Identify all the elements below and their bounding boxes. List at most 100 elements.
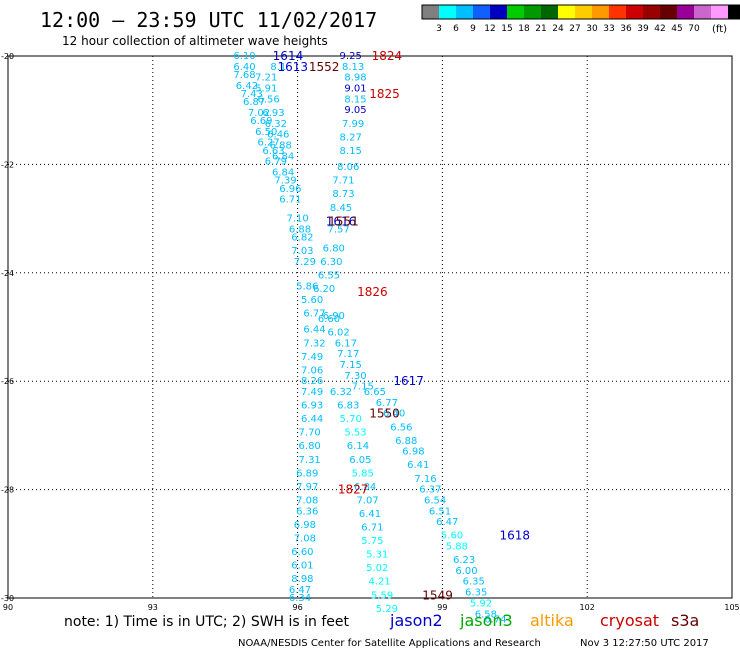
colorbar-tick: 39 — [637, 24, 649, 34]
axis-ticks: 90 93 96 99 102 105 -20 -22 -24 -26 -28 -30 — [1, 52, 740, 612]
color-scale-legend: 3 6 9 12 15 18 21 24 27 30 33 36 39 42 45 70 — [421, 4, 740, 34]
colorbar-tick: 18 — [518, 24, 530, 34]
colorbar-swatch — [677, 5, 694, 19]
wave-height-label: 6.41 — [359, 509, 381, 520]
wave-height-label: 6.55 — [318, 271, 340, 282]
wave-height-label: 7.06 — [301, 365, 323, 376]
x-tick-label: 102 — [580, 603, 595, 612]
wave-height-label: 7.15 — [340, 360, 362, 371]
wave-height-label: 6.80 — [299, 441, 321, 452]
wave-height-label: 7.57 — [327, 224, 349, 235]
colorbar-swatch — [456, 5, 473, 19]
wave-height-label: 8.15 — [344, 94, 366, 105]
pass-time-label: 1550 — [369, 407, 400, 421]
wave-height-label: 6.84 — [272, 168, 294, 179]
wave-height-label: 6.20 — [313, 284, 335, 295]
wave-height-label: 6.56 — [258, 94, 280, 105]
wave-height-label: 6.46 — [267, 130, 289, 141]
wave-height-label: 6.00 — [455, 566, 477, 577]
wave-height-label: 6.56 — [390, 422, 412, 433]
colorbar-swatch — [660, 5, 677, 19]
legend-cryosat: cryosat — [600, 611, 659, 630]
wave-height-label: 8.15 — [340, 146, 362, 157]
wave-height-label: 6.34 — [289, 593, 311, 604]
wave-height-label: 6.35 — [463, 577, 485, 588]
colorbar-swatch — [626, 5, 643, 19]
wave-height-label: 6.47 — [436, 517, 458, 528]
wave-height-label: 6.74 — [484, 615, 506, 626]
pass-time-label: 1827 — [338, 483, 369, 497]
wave-height-label: 7.49 — [301, 352, 323, 363]
wave-height-label: 6.44 — [301, 414, 323, 425]
colorbar-swatch — [643, 5, 660, 19]
wave-height-label: 7.97 — [296, 482, 318, 493]
y-tick-label: -26 — [1, 377, 14, 386]
wave-height-label: 6.58 — [475, 609, 497, 620]
wave-height-label: 5.29 — [376, 604, 398, 615]
wave-height-label: 6.50 — [255, 127, 277, 138]
wave-height-label: 6.32 — [330, 387, 352, 398]
wave-height-label: 4.21 — [369, 577, 391, 588]
wave-height-label: 8.73 — [332, 189, 354, 200]
wave-height-label: 6.84 — [354, 482, 376, 493]
wave-height-label: 7.32 — [303, 338, 325, 349]
wave-height-label: 5.86 — [296, 281, 318, 292]
pass-time-label: 1614 — [273, 49, 304, 63]
chart-subtitle: 12 hour collection of altimeter wave hei… — [62, 34, 328, 48]
wave-height-label: 6.93 — [301, 401, 323, 412]
wave-height-label: 7.29 — [294, 257, 316, 268]
colorbar-swatch — [524, 5, 541, 19]
pass-time-label: 1825 — [369, 87, 400, 101]
colorbar-tick: 24 — [552, 24, 564, 34]
wave-height-label: 8.06 — [337, 162, 359, 173]
wave-height-label: 8.45 — [330, 203, 352, 214]
wave-height-label: 5.91 — [255, 84, 277, 95]
wave-height-label: 7.03 — [291, 246, 313, 257]
x-tick-label: 99 — [437, 603, 447, 612]
wave-height-label: 6.98 — [294, 520, 316, 531]
pass-time-label: 1549 — [422, 588, 453, 602]
wave-height-label: 7.99 — [342, 119, 364, 130]
wave-height-label: 7.21 — [255, 73, 277, 84]
wave-height-label: 6.84 — [272, 151, 294, 162]
x-tick-label: 90 — [3, 603, 13, 612]
wave-height-label: 8.1 — [270, 62, 286, 73]
x-tick-label: 96 — [293, 603, 303, 612]
wave-height-label: 8.13 — [342, 62, 364, 73]
wave-height-label: 9.05 — [344, 105, 366, 116]
footer-note: note: 1) Time is in UTC; 2) SWH is in fe… — [64, 614, 350, 630]
wave-height-label: 6.41 — [407, 460, 429, 471]
pass-time-label: 1824 — [372, 49, 403, 63]
wave-height-label: 6.77 — [376, 398, 398, 409]
wave-height-label: 7.71 — [332, 176, 354, 187]
colorbar-swatch — [558, 5, 575, 19]
pass-time-label: 1616 — [326, 214, 357, 228]
y-tick-label: -20 — [1, 52, 14, 61]
wave-height-label: 6.80 — [323, 243, 345, 254]
footer-credit: NOAA/NESDIS Center for Satellite Applica… — [238, 638, 541, 649]
colorbar-border — [421, 4, 740, 20]
wave-height-label: 6.87 — [243, 97, 265, 108]
x-tick-label: 93 — [148, 603, 158, 612]
wave-height-label: 6.69 — [250, 116, 272, 127]
colorbar-swatch — [592, 5, 609, 19]
wave-height-label: 7.39 — [274, 176, 296, 187]
colorbar-swatch — [490, 5, 507, 19]
wave-height-label: 6.35 — [465, 588, 487, 599]
colorbar-swatch — [439, 5, 456, 19]
wave-height-label: 5.85 — [352, 468, 374, 479]
plot-border — [7, 55, 733, 599]
y-tick-label: -30 — [1, 594, 14, 603]
wave-height-label: 8.98 — [344, 73, 366, 84]
colorbar-tick: 70 — [688, 24, 700, 34]
wave-height-label: 6.05 — [349, 455, 371, 466]
colorbar-tick: 15 — [501, 24, 512, 34]
wave-height-label: 7.07 — [356, 495, 378, 506]
wave-height-points: 6.106.40 8.17.68 7.216.425.917.436.876.567… — [233, 51, 506, 626]
wave-height-label: 7.31 — [299, 455, 321, 466]
colorbar-tick: 33 — [603, 24, 614, 34]
wave-height-label: 5.53 — [344, 428, 366, 439]
wave-height-label: 6.96 — [279, 184, 301, 195]
colorbar-tick: 21 — [535, 24, 546, 34]
colorbar-swatch — [609, 5, 626, 19]
